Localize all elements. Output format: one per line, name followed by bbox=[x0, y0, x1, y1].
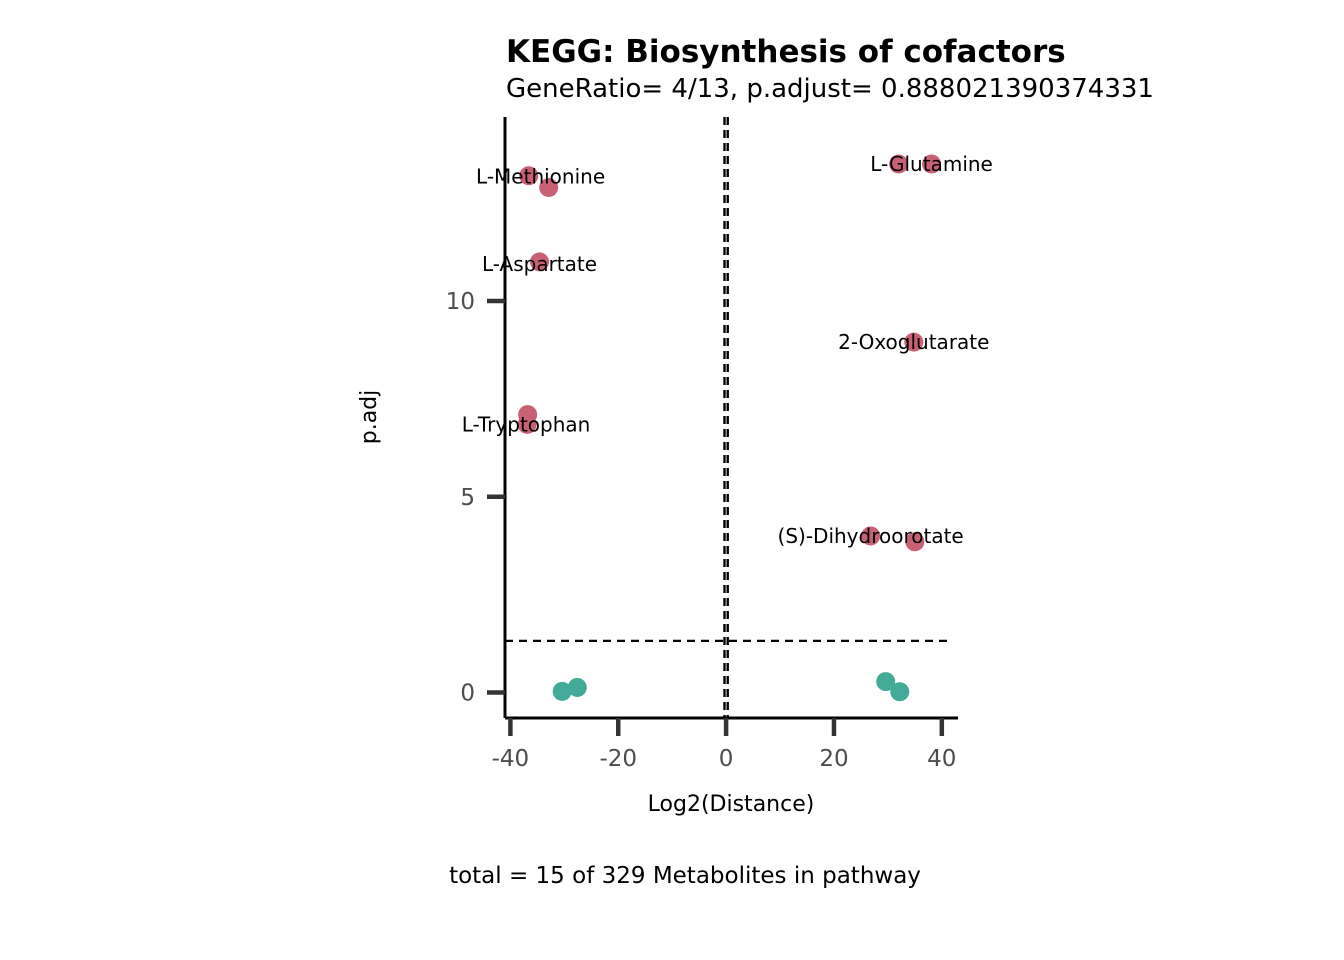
non-significant-point bbox=[567, 677, 587, 697]
x-tick-label: -20 bbox=[599, 746, 637, 772]
significant-point bbox=[517, 414, 537, 434]
x-tick-label: -40 bbox=[492, 746, 530, 772]
y-tick-label: 0 bbox=[460, 681, 475, 707]
x-tick-label: 40 bbox=[927, 746, 956, 772]
x-tick-label: 0 bbox=[719, 746, 734, 772]
data-points bbox=[517, 154, 942, 702]
axis-ticks: -40 -20 0 20 40 0 5 10 bbox=[446, 289, 957, 772]
significant-point bbox=[539, 177, 559, 197]
significant-point bbox=[904, 332, 924, 352]
point-label: (S)-Dihydroorotate bbox=[778, 524, 964, 548]
point-labels: L-Methionine L-Aspartate L-Tryptophan L-Glu… bbox=[462, 152, 993, 548]
y-axis-title: p.adj bbox=[357, 390, 382, 445]
point-label: L-Tryptophan bbox=[462, 412, 591, 436]
point-label: L-Methionine bbox=[476, 165, 605, 189]
point-label: L-Aspartate bbox=[482, 252, 597, 276]
significant-point bbox=[519, 166, 539, 186]
significant-point bbox=[889, 154, 909, 174]
significant-point bbox=[905, 532, 925, 552]
x-tick-label: 20 bbox=[819, 746, 848, 772]
point-label: L-Glutamine bbox=[870, 152, 993, 176]
non-significant-point bbox=[890, 682, 910, 702]
y-tick-label: 5 bbox=[460, 485, 475, 511]
significant-point bbox=[922, 154, 942, 174]
chart-title: KEGG: Biosynthesis of cofactors bbox=[506, 34, 1066, 70]
y-tick-label: 10 bbox=[446, 289, 475, 315]
non-significant-point bbox=[876, 672, 896, 692]
point-label: 2-Oxoglutarate bbox=[838, 330, 989, 354]
chart-subtitle: GeneRatio= 4/13, p.adjust= 0.88802139037… bbox=[506, 74, 1154, 104]
x-axis-title: Log2(Distance) bbox=[648, 792, 815, 817]
significant-point bbox=[861, 526, 881, 546]
non-significant-point bbox=[552, 681, 572, 701]
significant-point bbox=[530, 252, 550, 272]
chart-caption: total = 15 of 329 Metabolites in pathway bbox=[449, 863, 921, 889]
threshold-lines bbox=[505, 117, 950, 718]
axes bbox=[503, 117, 958, 720]
